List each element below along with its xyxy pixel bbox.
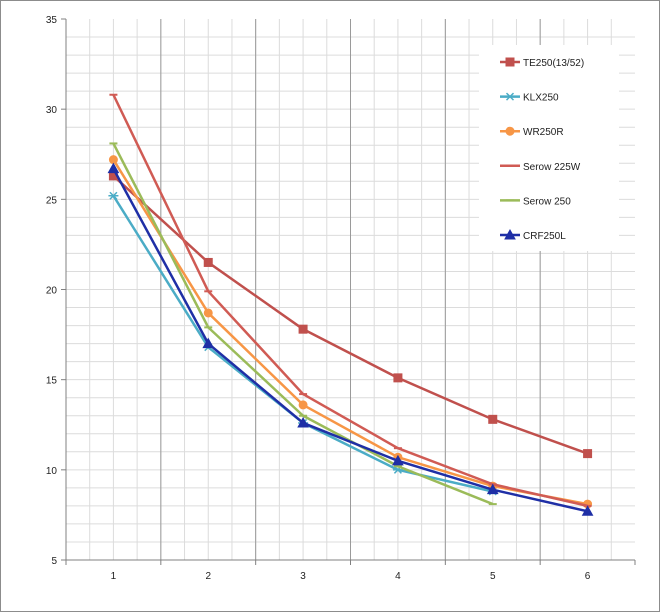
data-point-wr250r xyxy=(108,155,118,165)
series-line-crf250l xyxy=(112,168,588,513)
series-crf250l xyxy=(107,162,594,516)
legend-label: WR250R xyxy=(523,127,564,138)
axes: 5 10 15 20 25 30 35 1 2 3 4 5 6 xyxy=(46,15,636,582)
legend-entry-te250-13-52: TE250(13/52) xyxy=(500,57,584,69)
legend-entry-crf250l: CRF250L xyxy=(500,228,566,242)
y-tick-label: 5 xyxy=(51,556,57,567)
data-point-te250-13-52 xyxy=(583,449,593,459)
legend-box xyxy=(479,45,619,251)
y-tick-label: 35 xyxy=(46,15,58,26)
x-tick-label: 4 xyxy=(395,571,401,582)
x-tick-label: 1 xyxy=(111,571,117,582)
legend-swatch-marker xyxy=(505,57,515,67)
x-tick-label: 5 xyxy=(490,571,496,582)
data-point-te250-13-52 xyxy=(298,324,308,334)
data-point-te250-13-52 xyxy=(203,257,213,267)
y-tick-label: 20 xyxy=(46,286,58,297)
data-point-wr250r xyxy=(203,308,213,318)
y-tick-label: 15 xyxy=(46,376,58,387)
legend-label: Serow 250 xyxy=(523,196,571,207)
data-point-klx250-stroke xyxy=(109,191,118,200)
legend-entry-serow-250: Serow 250 xyxy=(500,196,571,207)
y-tick-label: 30 xyxy=(46,105,58,116)
legend-swatch-marker xyxy=(505,126,515,136)
legend-label: KLX250 xyxy=(523,93,559,104)
x-tick-label: 6 xyxy=(585,571,591,582)
series-lines xyxy=(107,93,594,516)
legend-swatch-marker xyxy=(505,92,515,101)
y-tick-label: 25 xyxy=(46,195,58,206)
series-line-te250-13-52 xyxy=(112,174,589,455)
legend-label: CRF250L xyxy=(523,231,566,242)
legend-entry-serow-225w: Serow 225W xyxy=(500,162,581,173)
series-line-serow-225w xyxy=(112,94,588,508)
data-point-te250-13-52 xyxy=(393,373,403,383)
data-point-crf250l xyxy=(392,454,404,466)
y-tick-label: 10 xyxy=(46,466,58,477)
data-point-crf250l xyxy=(202,337,215,349)
data-point-crf250l xyxy=(486,483,499,495)
data-point-crf250l xyxy=(107,162,120,174)
data-point-klx250 xyxy=(108,191,119,200)
series-serow-250 xyxy=(109,142,497,506)
x-tick-label: 3 xyxy=(300,571,306,582)
data-point-crf250l xyxy=(581,505,594,516)
legend-entry-wr250r: WR250R xyxy=(500,126,564,138)
legend-swatch-marker xyxy=(504,228,516,240)
data-point-te250-13-52 xyxy=(488,414,498,424)
legend-swatch-marker-stroke xyxy=(505,92,515,101)
x-tick-label: 2 xyxy=(205,571,211,582)
series-te250-13-52 xyxy=(108,171,593,459)
legend-label: TE250(13/52) xyxy=(523,58,584,69)
data-point-crf250l xyxy=(297,416,309,428)
legend-label: Serow 225W xyxy=(523,162,581,173)
data-point-wr250r xyxy=(298,400,308,410)
legend: TE250(13/52) KLX250 WR250R Serow 225W Serow … xyxy=(479,45,619,251)
legend-entry-klx250: KLX250 xyxy=(500,92,559,104)
